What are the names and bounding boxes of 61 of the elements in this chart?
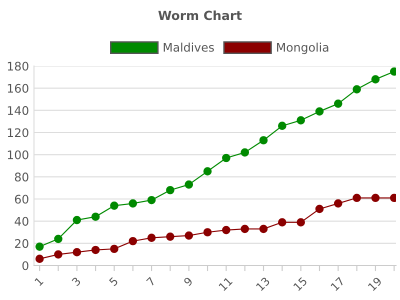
point <box>166 232 174 241</box>
chart-title: Worm Chart <box>158 10 242 20</box>
point <box>222 154 230 162</box>
point <box>128 199 138 208</box>
point <box>371 194 380 202</box>
x-tick-label: 15 <box>293 276 308 292</box>
point <box>278 122 286 130</box>
x-tick-label: 3 <box>71 276 82 286</box>
point <box>72 248 82 256</box>
point <box>72 216 82 224</box>
point <box>35 242 44 251</box>
point <box>296 218 305 226</box>
y-tick-label: 80 <box>14 172 28 182</box>
x-tick-label: 9 <box>183 276 194 286</box>
point <box>371 75 380 84</box>
point <box>54 250 62 259</box>
y-tick-label: 40 <box>14 216 28 226</box>
point <box>184 231 194 240</box>
x-tick-label: 13 <box>256 276 270 292</box>
point <box>110 244 118 254</box>
point <box>352 194 361 202</box>
point <box>334 100 342 108</box>
point <box>203 167 212 176</box>
y-tick-label: 180 <box>8 62 28 71</box>
point <box>278 218 286 226</box>
legend-label: Maldives <box>164 42 214 52</box>
point <box>184 180 194 189</box>
x-tick-label: 11 <box>218 276 233 292</box>
point <box>128 236 138 246</box>
y-tick-label: 20 <box>14 239 28 248</box>
point <box>222 226 230 234</box>
legend-label: Mongolia <box>277 42 328 54</box>
y-tick-label: 160 <box>8 84 28 93</box>
point <box>147 234 156 242</box>
point <box>259 224 268 234</box>
point <box>334 199 342 208</box>
point <box>352 85 361 94</box>
point <box>110 201 118 210</box>
point <box>259 136 268 144</box>
point <box>91 212 100 221</box>
point <box>166 186 174 194</box>
y-tick-label: 60 <box>14 194 28 204</box>
x-tick-label: 17 <box>330 276 345 292</box>
point <box>147 196 156 204</box>
point <box>240 224 250 234</box>
point <box>315 107 324 116</box>
x-tick-label: 5 <box>108 276 118 286</box>
y-tick-label: 0 <box>22 261 28 270</box>
point <box>35 254 44 264</box>
x-tick-label: 19 <box>368 276 382 292</box>
point <box>54 234 62 244</box>
point <box>240 148 250 157</box>
point <box>91 246 100 254</box>
point <box>296 116 305 124</box>
y-tick-label: 140 <box>8 106 28 115</box>
point <box>315 204 324 214</box>
x-tick-label: 7 <box>146 276 156 286</box>
y-tick-label: 100 <box>8 150 28 160</box>
x-tick-label: 1 <box>34 276 44 286</box>
point <box>203 228 212 236</box>
y-tick-label: 120 <box>8 128 28 138</box>
